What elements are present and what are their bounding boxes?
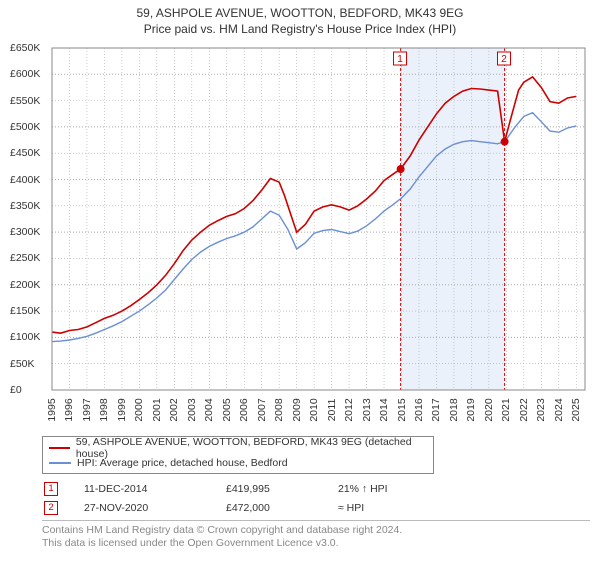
legend-item: 59, ASHPOLE AVENUE, WOOTTON, BEDFORD, MK… — [49, 440, 427, 455]
legend: 59, ASHPOLE AVENUE, WOOTTON, BEDFORD, MK… — [42, 436, 434, 474]
y-axis-label: £300K — [10, 226, 40, 238]
x-axis-label: 1999 — [116, 398, 128, 421]
y-axis-label: £50K — [10, 358, 35, 370]
y-axis-label: £650K — [10, 42, 40, 54]
y-axis-label: £600K — [10, 68, 40, 80]
x-axis-label: 2016 — [413, 398, 425, 421]
y-axis-label: £450K — [10, 147, 40, 159]
y-axis-label: £550K — [10, 95, 40, 107]
sale-marker-icon: 1 — [44, 482, 58, 496]
svg-text:1: 1 — [397, 54, 403, 65]
x-axis-label: 1995 — [46, 398, 58, 421]
sale-price: £419,995 — [226, 480, 336, 497]
price-chart: 12 £0£50K£100K£150K£200K£250K£300K£350K£… — [10, 40, 590, 430]
x-axis-label: 2017 — [430, 398, 442, 421]
page-subtitle: Price paid vs. HM Land Registry's House … — [0, 22, 600, 36]
x-axis-label: 2010 — [308, 398, 320, 421]
x-axis-label: 2018 — [448, 398, 460, 421]
legend-line-icon — [49, 447, 70, 449]
footer-line2: This data is licensed under the Open Gov… — [42, 537, 590, 550]
y-axis-label: £150K — [10, 305, 40, 317]
x-axis-label: 1997 — [81, 398, 93, 421]
sales-table: 1 11-DEC-2014£419,99521% ↑ HPI 2 27-NOV-202… — [42, 478, 400, 518]
legend-line-icon — [49, 462, 71, 464]
x-axis-label: 2022 — [518, 398, 530, 421]
x-axis-label: 2020 — [483, 398, 495, 421]
x-axis-label: 2007 — [256, 398, 268, 421]
x-axis-label: 2004 — [203, 398, 215, 421]
sale-delta: 21% ↑ HPI — [338, 480, 398, 497]
x-axis-label: 2019 — [465, 398, 477, 421]
x-axis-label: 2014 — [378, 398, 390, 421]
page-title: 59, ASHPOLE AVENUE, WOOTTON, BEDFORD, MK… — [0, 6, 600, 20]
svg-text:2: 2 — [501, 54, 507, 65]
y-axis-label: £250K — [10, 252, 40, 264]
chart-svg: 12 — [10, 40, 590, 430]
y-axis-label: £100K — [10, 331, 40, 343]
x-axis-label: 2013 — [361, 398, 373, 421]
x-axis-label: 1996 — [63, 398, 75, 421]
x-axis-label: 2021 — [500, 398, 512, 421]
y-axis-label: £200K — [10, 279, 40, 291]
x-axis-label: 2015 — [396, 398, 408, 421]
x-axis-label: 1998 — [98, 398, 110, 421]
x-axis-label: 2008 — [273, 398, 285, 421]
x-axis-label: 2005 — [221, 398, 233, 421]
y-axis-label: £350K — [10, 200, 40, 212]
x-axis-label: 2002 — [168, 398, 180, 421]
x-axis-label: 2003 — [186, 398, 198, 421]
sale-delta: ≈ HPI — [338, 499, 398, 516]
sale-date: 27-NOV-2020 — [84, 499, 224, 516]
sale-marker-icon: 2 — [44, 501, 58, 515]
x-axis-label: 2025 — [570, 398, 582, 421]
x-axis-label: 2009 — [291, 398, 303, 421]
x-axis-label: 2023 — [535, 398, 547, 421]
y-axis-label: £400K — [10, 174, 40, 186]
x-axis-label: 2006 — [238, 398, 250, 421]
footer-note: Contains HM Land Registry data © Crown c… — [42, 520, 590, 549]
y-axis-label: £0 — [10, 384, 22, 396]
table-row: 1 11-DEC-2014£419,99521% ↑ HPI — [44, 480, 398, 497]
x-axis-label: 2011 — [326, 399, 338, 422]
sale-date: 11-DEC-2014 — [84, 480, 224, 497]
y-axis-label: £500K — [10, 121, 40, 133]
table-row: 2 27-NOV-2020£472,000≈ HPI — [44, 499, 398, 516]
legend-label: HPI: Average price, detached house, Bedf… — [77, 457, 288, 469]
x-axis-label: 2000 — [133, 398, 145, 421]
sale-price: £472,000 — [226, 499, 336, 516]
x-axis-label: 2001 — [151, 398, 163, 421]
footer-line1: Contains HM Land Registry data © Crown c… — [42, 524, 590, 537]
x-axis-label: 2024 — [553, 398, 565, 421]
x-axis-label: 2012 — [343, 398, 355, 421]
